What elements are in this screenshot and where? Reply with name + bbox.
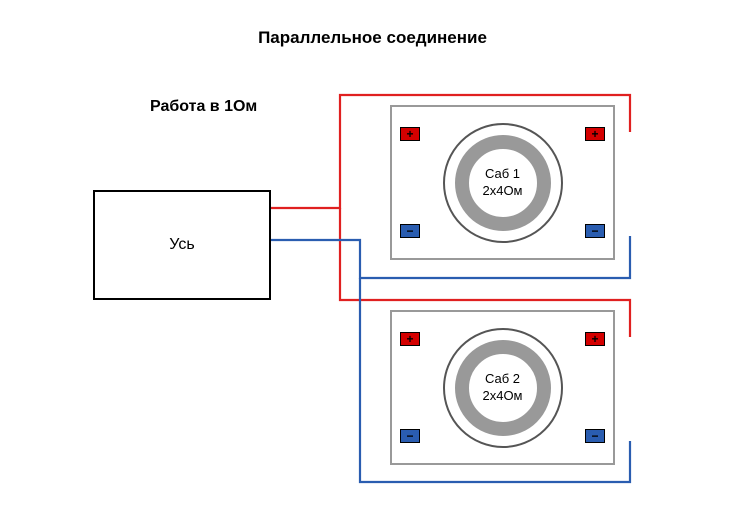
speaker-2-ring: Саб 2 2х4Ом — [443, 328, 563, 448]
speaker-1-ring: Саб 1 2х4Ом — [443, 123, 563, 243]
speaker-2-impedance: 2х4Ом — [482, 388, 522, 403]
speaker-2-label: Саб 2 2х4Ом — [482, 371, 522, 404]
speaker-1-label: Саб 1 2х4Ом — [482, 166, 522, 199]
diagram-subtitle: Работа в 1Ом — [150, 98, 257, 116]
speaker-1-terminal-plus-left: + — [400, 127, 420, 141]
speaker-1-ring-inner: Саб 1 2х4Ом — [455, 135, 551, 231]
speaker-2-terminal-minus-left: − — [400, 429, 420, 443]
speaker-1-terminal-plus-right: + — [585, 127, 605, 141]
speaker-2-ring-inner: Саб 2 2х4Ом — [455, 340, 551, 436]
speaker-1-impedance: 2х4Ом — [482, 183, 522, 198]
speaker-2-terminal-plus-left: + — [400, 332, 420, 346]
speaker-1-terminal-minus-right: − — [585, 224, 605, 238]
amplifier-box: Усь — [93, 190, 271, 300]
diagram-title: Параллельное соединение — [0, 28, 745, 48]
speaker-2-name: Саб 2 — [485, 371, 520, 386]
speaker-1-terminal-minus-left: − — [400, 224, 420, 238]
speaker-2-terminal-plus-right: + — [585, 332, 605, 346]
speaker-1-box: + + − − Саб 1 2х4Ом — [390, 105, 615, 260]
speaker-2-terminal-minus-right: − — [585, 429, 605, 443]
speaker-2-box: + + − − Саб 2 2х4Ом — [390, 310, 615, 465]
amplifier-label: Усь — [169, 236, 194, 254]
speaker-1-name: Саб 1 — [485, 166, 520, 181]
